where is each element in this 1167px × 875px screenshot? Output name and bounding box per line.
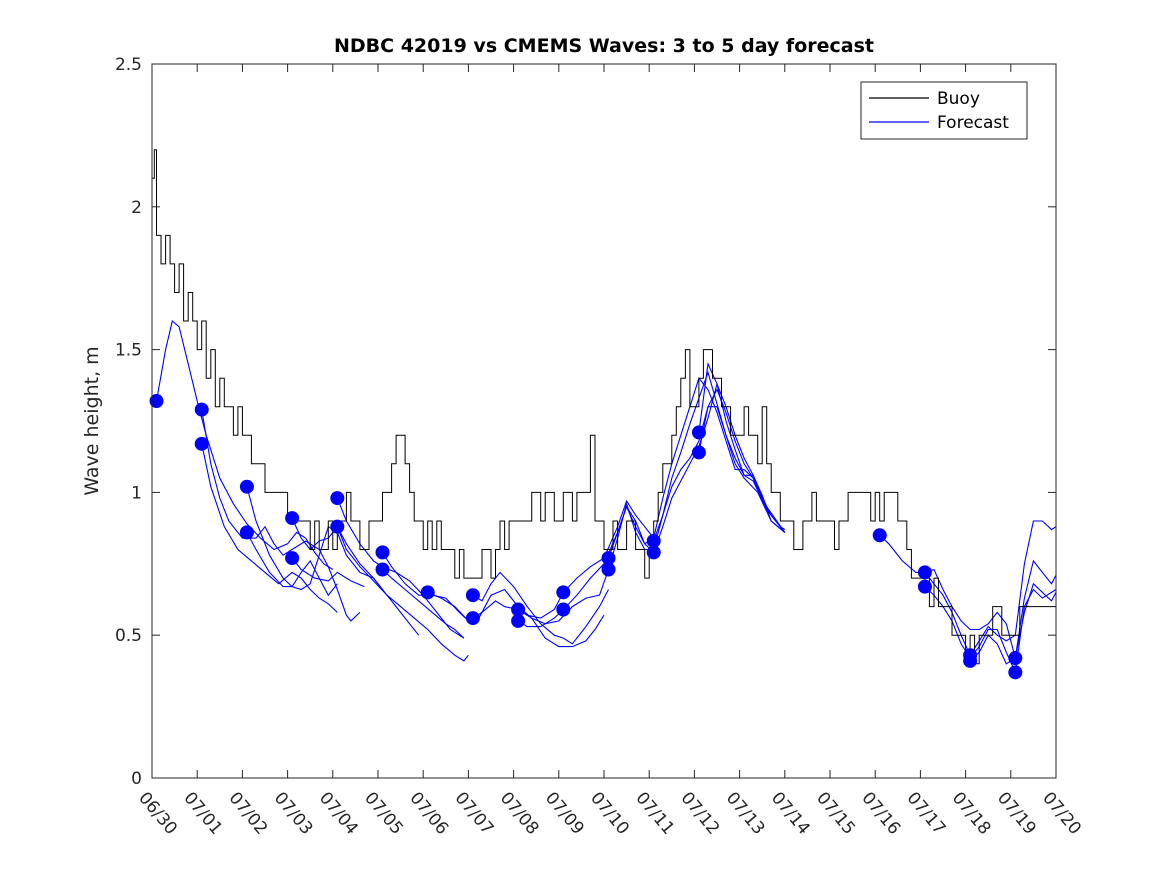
forecast-markers bbox=[149, 394, 1023, 680]
forecast-start-marker bbox=[917, 579, 932, 594]
forecast-start-marker bbox=[465, 611, 480, 626]
forecast-series-line bbox=[472, 600, 605, 648]
forecast-series-line bbox=[201, 409, 361, 622]
y-axis: 0 0.5 1 1.5 2 2.5 bbox=[115, 55, 1056, 789]
y-tick-label: 2.5 bbox=[115, 55, 142, 75]
buoy-line bbox=[152, 149, 1057, 665]
legend-label-forecast: Forecast bbox=[937, 113, 1009, 133]
forecast-start-marker bbox=[375, 562, 390, 577]
forecast-start-marker bbox=[285, 551, 300, 566]
forecast-start-marker bbox=[375, 545, 390, 560]
axes-background bbox=[152, 64, 1056, 778]
forecast-start-marker bbox=[330, 491, 345, 506]
legend-label-buoy: Buoy bbox=[937, 89, 980, 109]
y-tick-label: 0 bbox=[131, 769, 142, 789]
y-tick-label: 1.5 bbox=[115, 341, 142, 361]
forecast-start-marker bbox=[239, 479, 254, 494]
forecast-start-marker bbox=[420, 585, 435, 600]
forecast-start-marker bbox=[556, 585, 571, 600]
forecast-series-line bbox=[653, 382, 786, 553]
forecast-series-line bbox=[517, 499, 655, 619]
forecast-start-marker bbox=[1008, 665, 1023, 680]
chart-title: NDBC 42019 vs CMEMS Waves: 3 to 5 day fo… bbox=[334, 35, 874, 57]
y-axis-label: Wave height, m bbox=[81, 346, 103, 495]
y-tick-label: 2 bbox=[131, 198, 142, 218]
forecast-start-marker bbox=[285, 511, 300, 526]
forecast-start-marker bbox=[691, 445, 706, 460]
forecast-series-line bbox=[201, 443, 338, 613]
forecast-series-line bbox=[382, 569, 465, 639]
forecast-start-marker bbox=[194, 402, 209, 417]
forecast-start-marker bbox=[511, 613, 526, 628]
forecast-series-line bbox=[155, 319, 334, 570]
forecast-series-line bbox=[879, 534, 1057, 659]
forecast-start-marker bbox=[601, 562, 616, 577]
forecast-series-line bbox=[653, 388, 786, 542]
forecast-start-marker bbox=[872, 528, 887, 543]
forecast-series-line bbox=[246, 532, 338, 597]
forecast-start-marker bbox=[1008, 651, 1023, 666]
forecast-series-line bbox=[698, 361, 786, 533]
forecast-start-marker bbox=[239, 525, 254, 540]
forecast-series-line bbox=[472, 571, 609, 645]
forecast-start-marker bbox=[194, 436, 209, 451]
y-tick-label: 0.5 bbox=[115, 626, 142, 646]
forecast-start-marker bbox=[691, 425, 706, 440]
legend-box bbox=[860, 81, 1028, 140]
forecast-start-marker bbox=[646, 545, 661, 560]
plot-area bbox=[149, 63, 1057, 779]
forecast-start-marker bbox=[963, 653, 978, 668]
forecast-start-marker bbox=[556, 602, 571, 617]
forecast-series-line bbox=[336, 526, 469, 662]
y-tick-label: 1 bbox=[131, 483, 142, 503]
forecast-start-marker bbox=[465, 588, 480, 603]
forecast-start-marker bbox=[917, 565, 932, 580]
buoy-series-line bbox=[152, 149, 1057, 665]
forecast-start-marker bbox=[330, 519, 345, 534]
forecast-series-line bbox=[291, 557, 365, 588]
forecast-start-marker bbox=[149, 394, 164, 409]
legend: Buoy Forecast bbox=[860, 81, 1028, 140]
forecast-series-line bbox=[698, 406, 786, 533]
